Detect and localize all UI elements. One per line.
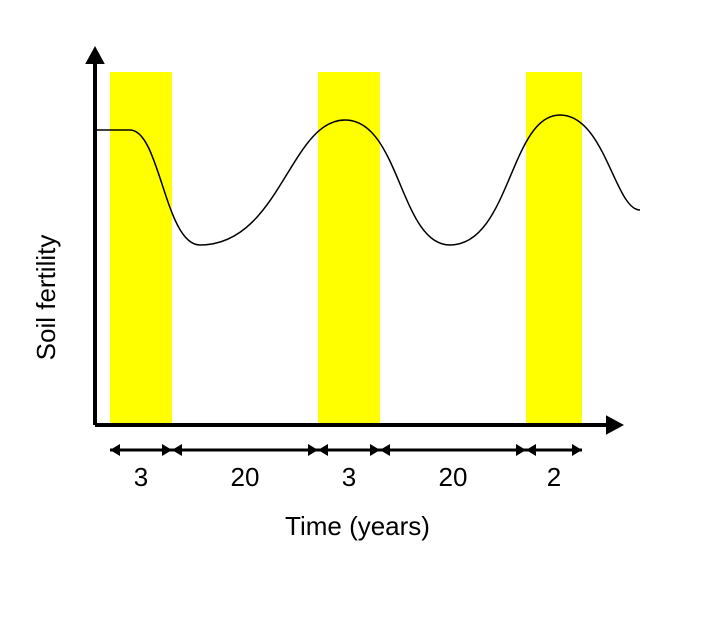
cultivation-bar-2 <box>526 72 582 425</box>
cultivation-bar-0 <box>110 72 172 425</box>
dim-label-2: 3 <box>342 462 356 492</box>
soil-fertility-diagram: 3 20 3 20 2 Soil fertility Time (years) <box>0 0 728 633</box>
dim-label-4: 2 <box>547 462 561 492</box>
dim-label-1: 20 <box>231 462 260 492</box>
x-axis-label: Time (years) <box>285 511 430 541</box>
dim-label-3: 20 <box>439 462 468 492</box>
y-axis-label: Soil fertility <box>31 235 61 361</box>
dim-label-0: 3 <box>134 462 148 492</box>
